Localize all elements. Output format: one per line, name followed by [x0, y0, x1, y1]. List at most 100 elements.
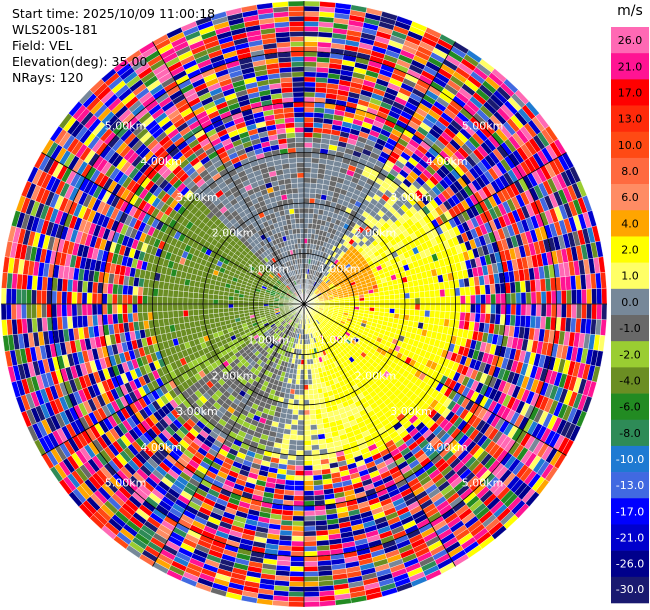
velocity-gate — [313, 494, 325, 501]
velocity-gate — [404, 292, 411, 299]
velocity-gate — [440, 296, 446, 305]
velocity-gate — [484, 284, 491, 295]
velocity-gate — [291, 530, 305, 537]
velocity-gate — [303, 101, 315, 108]
velocity-gate — [429, 303, 436, 312]
velocity-gate — [591, 288, 598, 305]
velocity-gate — [399, 308, 406, 315]
velocity-gate — [292, 515, 305, 522]
velocity-gate — [300, 354, 305, 360]
velocity-gate — [312, 127, 323, 134]
velocity-gate — [303, 455, 313, 461]
velocity-gate — [303, 76, 317, 83]
velocity-gate — [303, 36, 319, 42]
velocity-gate — [307, 379, 313, 385]
velocity-gate — [474, 285, 481, 296]
velocity-gate — [308, 384, 314, 390]
velocity-gate — [303, 445, 312, 451]
velocity-gate — [288, 586, 305, 593]
velocity-gate — [464, 286, 471, 296]
velocity-gate — [399, 298, 406, 305]
velocity-gate — [439, 289, 446, 298]
velocity-gate — [440, 303, 446, 312]
velocity-gate — [490, 293, 497, 305]
velocity-gate — [303, 248, 308, 254]
velocity-gate — [596, 288, 603, 305]
velocity-gate — [303, 187, 311, 194]
velocity-gate — [290, 556, 305, 562]
velocity-gate — [429, 296, 436, 305]
velocity-gate — [298, 409, 305, 416]
velocity-gate — [300, 364, 305, 370]
velocity-gate — [312, 474, 323, 481]
velocity-gate — [303, 152, 313, 158]
velocity-gate — [315, 413, 323, 420]
velocity-gate — [303, 359, 308, 365]
velocity-gate — [479, 313, 486, 324]
velocity-gate — [419, 309, 426, 317]
velocity-gate — [545, 303, 552, 318]
velocity-gate — [408, 286, 415, 294]
velocity-gate — [374, 307, 380, 313]
velocity-gate — [303, 238, 308, 244]
velocity-gate — [414, 297, 421, 305]
velocity-gate — [319, 1, 336, 8]
velocity-gate — [303, 384, 309, 391]
velocity-gate — [364, 303, 370, 308]
velocity-gate — [373, 292, 380, 297]
velocity-gate — [418, 315, 425, 324]
velocity-gate — [311, 378, 317, 385]
velocity-gate — [429, 310, 436, 318]
velocity-gate — [289, 571, 305, 577]
velocity-gate — [308, 399, 315, 406]
velocity-gate — [434, 303, 441, 312]
velocity-gate — [354, 298, 360, 302]
velocity-gate — [303, 223, 309, 229]
velocity-gate — [303, 561, 318, 567]
velocity-gate — [424, 297, 431, 305]
velocity-gate — [303, 71, 317, 78]
velocity-gate — [475, 294, 481, 305]
velocity-gate — [540, 303, 547, 317]
velocity-gate — [303, 540, 317, 547]
velocity-gate — [309, 187, 317, 194]
velocity-gate — [295, 374, 301, 380]
velocity-gate — [293, 505, 305, 512]
velocity-gate — [303, 197, 310, 204]
velocity-gate — [290, 429, 298, 436]
velocity-gate — [419, 303, 426, 311]
velocity-gate — [289, 581, 305, 587]
velocity-gate — [310, 424, 318, 431]
velocity-gate — [303, 515, 316, 522]
velocity-gate — [286, 459, 296, 466]
velocity-gate — [293, 495, 305, 502]
velocity-gate — [303, 586, 320, 593]
velocity-gate — [315, 183, 324, 190]
velocity-gate — [303, 414, 311, 421]
velocity-gate — [444, 311, 451, 320]
velocity-gate — [306, 354, 310, 360]
velocity-gate — [369, 303, 375, 308]
velocity-gate — [389, 294, 395, 300]
velocity-gate — [566, 289, 572, 305]
velocity-gate — [303, 56, 318, 63]
velocity-gate — [314, 408, 322, 415]
velocity-gate — [290, 545, 305, 552]
velocity-gate — [414, 309, 421, 317]
velocity-gate — [413, 315, 420, 323]
velocity-gate — [465, 295, 471, 305]
velocity-gate — [424, 303, 431, 311]
velocity-gate — [475, 303, 481, 314]
velocity-gate — [308, 208, 315, 214]
ppi-gates — [0, 0, 608, 608]
velocity-gate — [378, 291, 385, 297]
velocity-gate — [394, 308, 400, 315]
velocity-gate — [306, 349, 310, 355]
velocity-gate — [455, 303, 461, 313]
velocity-gate — [309, 404, 316, 411]
velocity-gate — [600, 319, 607, 336]
velocity-gate — [289, 439, 298, 446]
velocity-gate — [303, 369, 308, 375]
velocity-gate — [303, 571, 319, 577]
velocity-gate — [530, 303, 537, 317]
